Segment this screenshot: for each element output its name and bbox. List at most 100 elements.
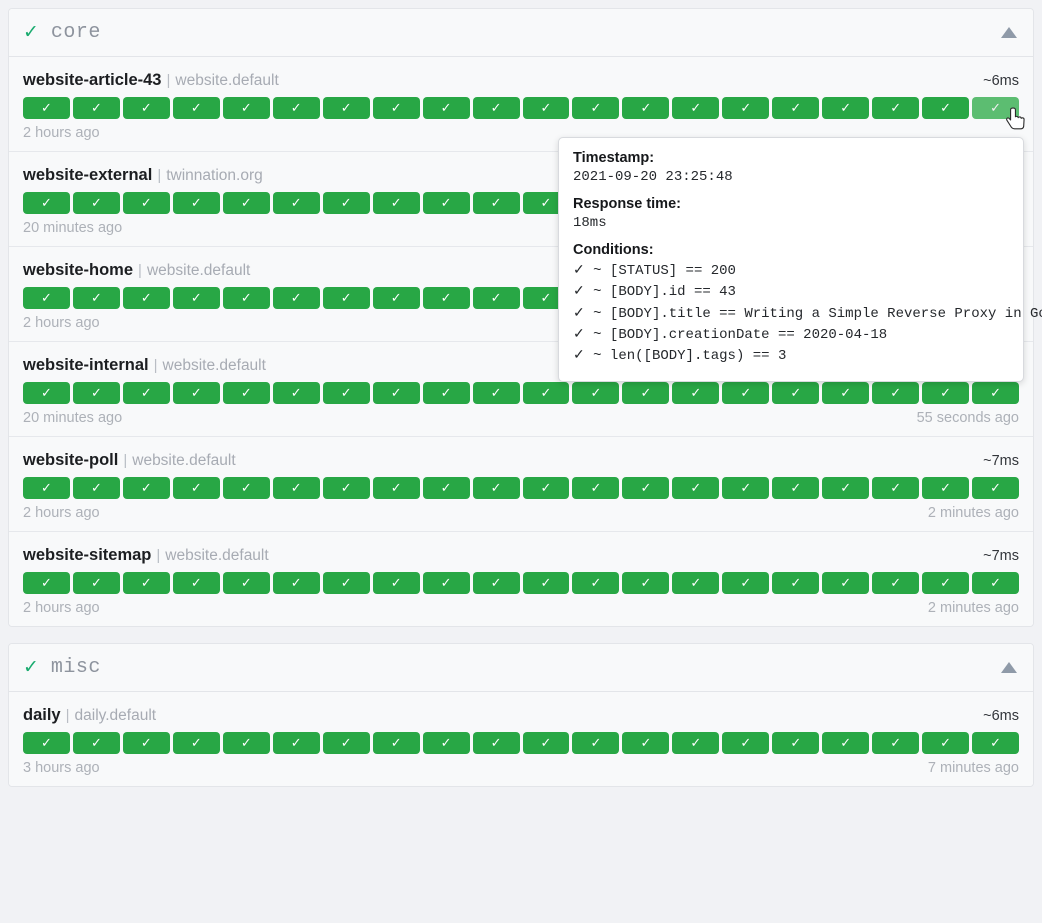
status-bar-cell[interactable]: ✓ — [23, 477, 70, 499]
status-bar-cell[interactable]: ✓ — [322, 97, 370, 119]
status-bar-cell[interactable]: ✓ — [622, 572, 670, 594]
status-bar-cell[interactable]: ✓ — [372, 382, 420, 404]
status-bar-cell[interactable]: ✓ — [622, 732, 670, 754]
status-bar-cell[interactable]: ✓ — [672, 97, 720, 119]
status-bar-cell[interactable]: ✓ — [522, 382, 570, 404]
caret-up-icon[interactable] — [1001, 662, 1017, 673]
status-bar-cell[interactable]: ✓ — [722, 97, 770, 119]
status-bar-cell[interactable]: ✓ — [122, 572, 170, 594]
status-bar-cell[interactable]: ✓ — [722, 477, 770, 499]
status-bar-cell[interactable]: ✓ — [622, 477, 670, 499]
status-bar-cell[interactable]: ✓ — [272, 477, 320, 499]
status-bar-cell[interactable]: ✓ — [922, 382, 970, 404]
status-bar-cell[interactable]: ✓ — [372, 287, 420, 309]
status-bar-cell[interactable]: ✓ — [522, 192, 570, 214]
status-bar-cell[interactable]: ✓ — [472, 382, 520, 404]
status-bar-cell[interactable]: ✓ — [472, 477, 520, 499]
status-bar-cell[interactable]: ✓ — [222, 732, 270, 754]
status-bar-cell[interactable]: ✓ — [72, 192, 120, 214]
status-bar-cell[interactable]: ✓ — [472, 732, 520, 754]
status-bar-cell[interactable]: ✓ — [122, 732, 170, 754]
status-bar-cell[interactable]: ✓ — [222, 287, 270, 309]
status-bar-cell[interactable]: ✓ — [222, 97, 270, 119]
endpoint-name[interactable]: daily — [23, 706, 61, 724]
endpoint-name[interactable]: website-internal — [23, 356, 149, 374]
status-bar-cell[interactable]: ✓ — [172, 382, 220, 404]
status-bar-cell[interactable]: ✓ — [872, 477, 920, 499]
status-bar-cell[interactable]: ✓ — [272, 732, 320, 754]
status-bar-cell[interactable]: ✓ — [572, 97, 620, 119]
status-bar-cell[interactable]: ✓ — [272, 192, 320, 214]
status-bar-cell[interactable]: ✓ — [272, 572, 320, 594]
status-bar-cell[interactable]: ✓ — [772, 477, 820, 499]
status-bar-cell[interactable]: ✓ — [372, 192, 420, 214]
status-bar-cell[interactable]: ✓ — [972, 732, 1020, 754]
status-bar-cell[interactable]: ✓ — [972, 382, 1020, 404]
status-bar-cell[interactable]: ✓ — [922, 477, 970, 499]
status-bar-cell[interactable]: ✓ — [722, 382, 770, 404]
status-bar-cell[interactable]: ✓ — [822, 732, 870, 754]
status-bar-cell[interactable]: ✓ — [72, 287, 120, 309]
status-bar-cell[interactable]: ✓ — [322, 287, 370, 309]
status-bar-cell[interactable]: ✓ — [572, 732, 620, 754]
status-bar-cell[interactable]: ✓ — [572, 572, 620, 594]
status-bar-cell[interactable]: ✓ — [922, 572, 970, 594]
status-bar-cell[interactable]: ✓ — [422, 287, 470, 309]
status-bar-cell[interactable]: ✓ — [322, 192, 370, 214]
status-bar-cell[interactable]: ✓ — [172, 287, 220, 309]
status-bar-cell[interactable]: ✓ — [222, 192, 270, 214]
status-bar-cell[interactable]: ✓ — [322, 732, 370, 754]
caret-up-icon[interactable] — [1001, 27, 1017, 38]
status-bar-cell[interactable]: ✓ — [122, 477, 170, 499]
status-bar-cell[interactable]: ✓ — [372, 732, 420, 754]
status-bar-cell[interactable]: ✓ — [622, 97, 670, 119]
status-bar-cell[interactable]: ✓ — [872, 97, 920, 119]
status-bar-cell[interactable]: ✓ — [822, 477, 870, 499]
status-bar-cell[interactable]: ✓ — [772, 382, 820, 404]
status-bar-cell[interactable]: ✓ — [23, 97, 70, 119]
status-bar-cell[interactable]: ✓ — [272, 97, 320, 119]
status-bar-cell[interactable]: ✓ — [972, 477, 1020, 499]
status-bar-cell[interactable]: ✓ — [822, 572, 870, 594]
status-bar-cell[interactable]: ✓ — [472, 287, 520, 309]
status-bar-cell[interactable]: ✓ — [472, 97, 520, 119]
status-bar-cell[interactable]: ✓ — [422, 732, 470, 754]
status-bar-cell[interactable]: ✓ — [772, 97, 820, 119]
status-bar-cell[interactable]: ✓ — [272, 382, 320, 404]
endpoint-name[interactable]: website-article-43 — [23, 71, 162, 89]
status-bar-cell[interactable]: ✓ — [172, 477, 220, 499]
status-bar-cell[interactable]: ✓ — [422, 382, 470, 404]
status-bar-cell[interactable]: ✓ — [122, 382, 170, 404]
status-bar-cell[interactable]: ✓ — [572, 382, 620, 404]
status-bar-cell[interactable]: ✓ — [222, 572, 270, 594]
status-bar-cell[interactable]: ✓ — [372, 477, 420, 499]
status-bar-cell[interactable]: ✓ — [172, 732, 220, 754]
endpoint-name[interactable]: website-poll — [23, 451, 119, 469]
status-bar-cell[interactable]: ✓ — [672, 382, 720, 404]
status-bar-cell[interactable]: ✓ — [522, 732, 570, 754]
status-bar-cell[interactable]: ✓ — [522, 477, 570, 499]
status-bar-cell[interactable]: ✓ — [122, 287, 170, 309]
status-bar-cell[interactable]: ✓ — [372, 572, 420, 594]
status-bar-cell[interactable]: ✓ — [922, 97, 970, 119]
status-bar-cell[interactable]: ✓ — [822, 382, 870, 404]
status-bar-cell[interactable]: ✓ — [622, 382, 670, 404]
status-bar-cell[interactable]: ✓ — [72, 572, 120, 594]
status-bar-cell[interactable]: ✓ — [572, 477, 620, 499]
status-bar-cell[interactable]: ✓ — [872, 572, 920, 594]
status-bar-cell[interactable]: ✓ — [23, 287, 70, 309]
group-header[interactable]: ✓ misc — [9, 644, 1033, 692]
status-bar-cell[interactable]: ✓ — [522, 572, 570, 594]
status-bar-cell[interactable]: ✓ — [822, 97, 870, 119]
status-bar-cell[interactable]: ✓ — [422, 192, 470, 214]
status-bar-cell[interactable]: ✓ — [72, 732, 120, 754]
status-bar-cell[interactable]: ✓ — [72, 97, 120, 119]
status-bar-cell[interactable]: ✓ — [972, 97, 1020, 119]
status-bar-cell[interactable]: ✓ — [172, 192, 220, 214]
status-bar-cell[interactable]: ✓ — [23, 382, 70, 404]
status-bar-cell[interactable]: ✓ — [522, 97, 570, 119]
status-bar-cell[interactable]: ✓ — [722, 572, 770, 594]
status-bar-cell[interactable]: ✓ — [672, 732, 720, 754]
status-bar-cell[interactable]: ✓ — [772, 732, 820, 754]
status-bar-cell[interactable]: ✓ — [222, 382, 270, 404]
